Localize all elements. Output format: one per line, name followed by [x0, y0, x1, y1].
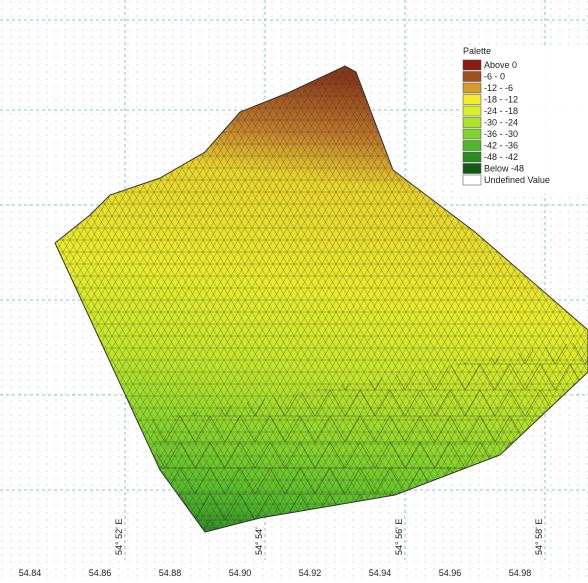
legend-swatch [463, 106, 481, 116]
legend-label: -30 - -24 [484, 118, 518, 128]
legend-label: -48 - -42 [484, 152, 518, 162]
legend-label: -36 - -30 [484, 129, 518, 139]
legend-label: Undefined Value [484, 175, 550, 185]
longitude-label: 54.84 [19, 568, 42, 578]
legend: Palette Above 0 -6 - 0-12 - -6 -18 - -12-2… [460, 46, 588, 194]
legend-swatch [463, 141, 481, 151]
legend-label: Below -48 [484, 164, 524, 174]
legend-swatch [463, 72, 481, 82]
legend-swatch [463, 83, 481, 93]
longitude-label: 54.86 [89, 568, 112, 578]
legend-label: -12 - -6 [484, 83, 513, 93]
longitude-label: 54.88 [159, 568, 182, 578]
legend-swatch [463, 95, 481, 105]
legend-swatch [463, 152, 481, 162]
meridian-label: 54° 58' E [534, 519, 544, 555]
longitude-label: 54.92 [299, 568, 322, 578]
legend-label: -18 - -12 [484, 95, 518, 105]
legend-title: Palette [463, 46, 491, 56]
legend-label: Above 0 [484, 60, 517, 70]
meridian-label: 54° 52' E [114, 519, 124, 555]
legend-label: -6 - 0 [484, 72, 505, 82]
legend-swatch [463, 129, 481, 139]
legend-swatch [463, 60, 481, 70]
longitude-label: 54.98 [509, 568, 532, 578]
legend-label: -24 - -18 [484, 106, 518, 116]
legend-label: -42 - -36 [484, 141, 518, 151]
legend-swatch [463, 164, 481, 174]
legend-swatch [463, 118, 481, 128]
meridian-label: 54° 56' E [394, 519, 404, 555]
meridian-label: 54° 54' [254, 527, 264, 555]
longitude-label: 54.90 [229, 568, 252, 578]
longitude-label: 54.94 [369, 568, 392, 578]
longitude-label: 54.96 [439, 568, 462, 578]
map-view: Palette Above 0 -6 - 0-12 - -6 -18 - -12-2… [0, 0, 588, 578]
legend-swatch [463, 175, 481, 185]
